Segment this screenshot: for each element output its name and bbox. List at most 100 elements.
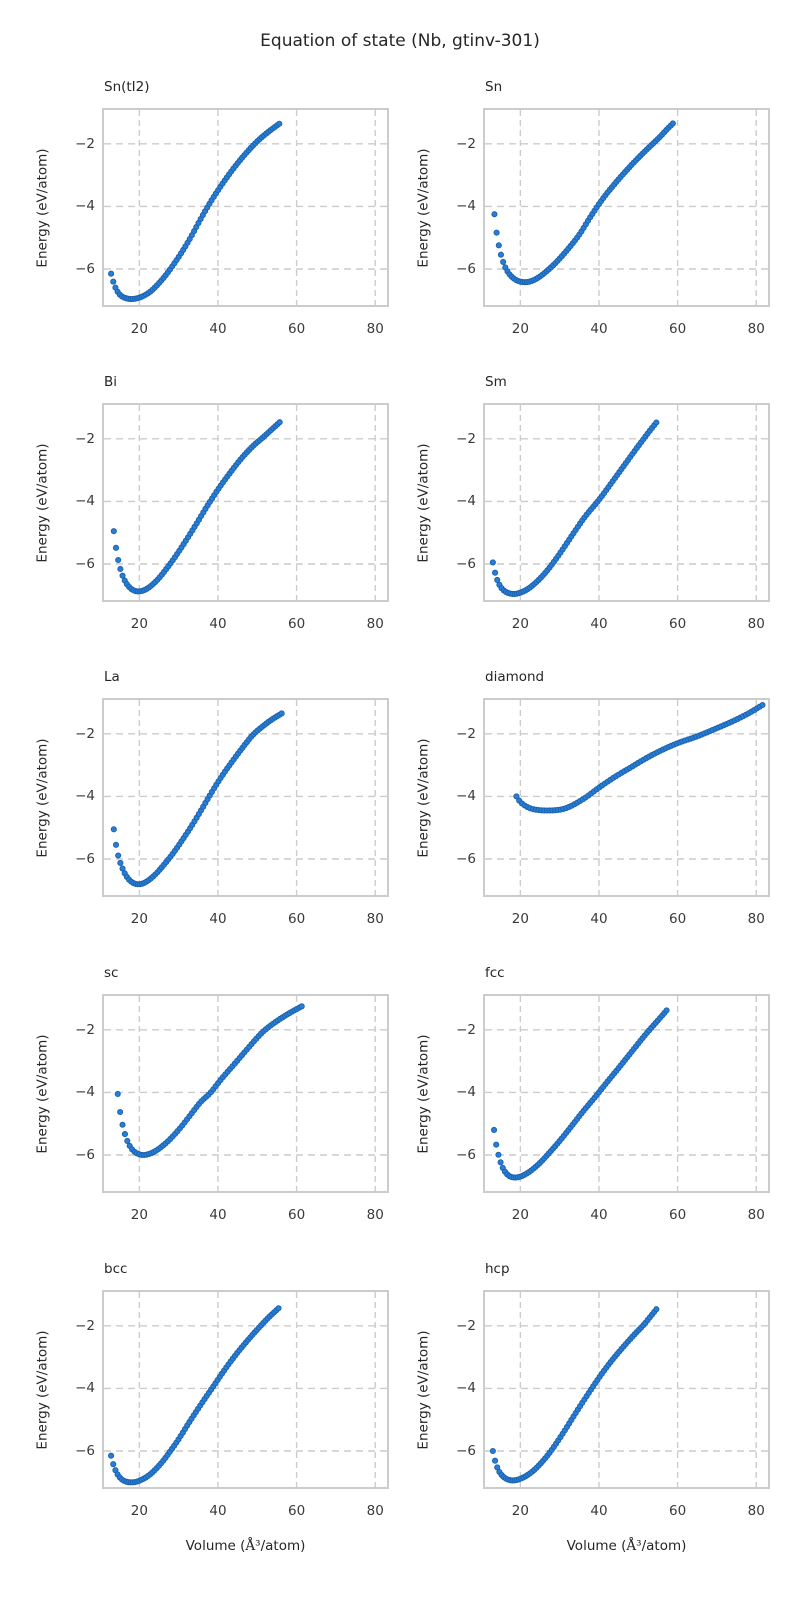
y-tick-label: −2: [75, 135, 95, 152]
grid-lines: [485, 110, 768, 305]
y-tick-label: −2: [456, 430, 476, 447]
x-tick-label: 60: [288, 1207, 306, 1223]
y-tick-label: −4: [456, 493, 476, 510]
y-tick-label: −6: [456, 261, 476, 277]
y-axis-label: Energy (eV/atom): [415, 1329, 431, 1450]
x-tick-label: 60: [669, 911, 687, 927]
grid-lines: [485, 700, 768, 895]
x-tick-label: 80: [747, 1207, 765, 1223]
y-tick-label: −2: [456, 1021, 476, 1038]
x-tick-label: 80: [747, 1503, 765, 1519]
y-tick-label: −4: [456, 198, 476, 215]
x-tick-label: 80: [366, 616, 384, 632]
plot-area-la: [102, 698, 389, 897]
y-axis-label: Energy (eV/atom): [34, 1329, 50, 1450]
y-tick-label: −2: [456, 1317, 476, 1334]
y-axis-label: Energy (eV/atom): [34, 737, 50, 858]
x-tick-label: 60: [669, 616, 687, 632]
y-tick-label: −4: [75, 198, 95, 215]
y-axis-label: Energy (eV/atom): [415, 737, 431, 858]
x-tick-label: 80: [366, 1207, 384, 1223]
x-tick-label: 60: [669, 1503, 687, 1519]
subplot-title-sc: sc: [104, 965, 119, 981]
y-tick-label: −2: [456, 725, 476, 742]
x-tick-label: 60: [288, 616, 306, 632]
x-tick-label: 20: [511, 616, 529, 632]
x-tick-label: 40: [209, 616, 227, 632]
plot-area-fcc: [483, 994, 770, 1193]
x-tick-label: 20: [130, 911, 148, 927]
y-tick-label: −6: [75, 261, 95, 277]
grid-lines: [104, 110, 387, 305]
data-points: [489, 419, 660, 597]
y-tick-label: −6: [456, 1147, 476, 1163]
x-tick-label: 60: [288, 911, 306, 927]
subplot-title-fcc: fcc: [485, 965, 505, 981]
y-tick-label: −6: [75, 1443, 95, 1459]
grid-lines: [104, 700, 387, 895]
plot-area-sc: [102, 994, 389, 1193]
y-tick-label: −4: [75, 1380, 95, 1397]
y-axis-label: Energy (eV/atom): [34, 147, 50, 268]
subplot-title-la: La: [104, 669, 120, 685]
data-points: [491, 120, 676, 286]
subplot-title-bi: Bi: [104, 374, 118, 390]
plot-area-diamond: [483, 698, 770, 897]
y-tick-label: −4: [456, 788, 476, 805]
x-tick-label: 20: [130, 1207, 148, 1223]
plot-border: [483, 108, 770, 307]
x-tick-label: 60: [669, 321, 687, 337]
plot-border: [102, 994, 389, 1193]
x-axis-label: Volume (Å³/atom): [566, 1538, 687, 1554]
x-tick-label: 80: [366, 1503, 384, 1519]
plot-area-sn: [483, 108, 770, 307]
plot-border: [102, 108, 389, 307]
x-tick-label: 40: [590, 616, 608, 632]
data-points: [490, 1007, 670, 1181]
y-tick-label: −2: [75, 1021, 95, 1038]
x-tick-label: 40: [209, 321, 227, 337]
x-axis-label: Volume (Å³/atom): [185, 1538, 306, 1554]
x-tick-label: 40: [209, 1207, 227, 1223]
y-tick-label: −4: [456, 1084, 476, 1101]
subplot-title-sm: Sm: [485, 374, 507, 390]
subplot-title-diamond: diamond: [485, 669, 545, 685]
figure-title: Equation of state (Nb, gtinv-301): [260, 31, 540, 51]
x-tick-label: 40: [209, 1503, 227, 1519]
plot-border: [102, 1290, 389, 1489]
plot-area-sm: [483, 403, 770, 602]
x-tick-label: 40: [590, 1503, 608, 1519]
x-tick-label: 80: [747, 321, 765, 337]
x-tick-label: 40: [590, 911, 608, 927]
y-tick-label: −6: [75, 1147, 95, 1163]
x-tick-label: 40: [209, 911, 227, 927]
angstrom-cubed-math: Å³: [245, 1538, 261, 1554]
y-tick-label: −4: [456, 1380, 476, 1397]
plot-border: [483, 698, 770, 897]
y-axis-label: Energy (eV/atom): [415, 1033, 431, 1154]
y-axis-label: Energy (eV/atom): [415, 442, 431, 563]
plot-border: [102, 698, 389, 897]
y-tick-label: −6: [456, 851, 476, 867]
y-tick-label: −6: [456, 556, 476, 572]
y-tick-label: −2: [75, 430, 95, 447]
data-points: [489, 1306, 660, 1484]
plot-border: [483, 1290, 770, 1489]
y-tick-label: −6: [75, 851, 95, 867]
y-tick-label: −2: [75, 725, 95, 742]
x-tick-label: 20: [130, 1503, 148, 1519]
plot-area-bcc: [102, 1290, 389, 1489]
grid-lines: [485, 405, 768, 600]
angstrom-cubed-math: Å³: [626, 1538, 642, 1554]
x-tick-label: 80: [747, 616, 765, 632]
subplot-title-sn: Sn: [485, 79, 503, 95]
subplot-title-hcp: hcp: [485, 1261, 510, 1277]
grid-lines: [104, 405, 387, 600]
y-tick-label: −6: [456, 1443, 476, 1459]
x-tick-label: 40: [590, 321, 608, 337]
y-axis-label: Energy (eV/atom): [415, 147, 431, 268]
plot-border: [483, 994, 770, 1193]
data-points: [110, 419, 283, 595]
data-points: [108, 1305, 282, 1486]
